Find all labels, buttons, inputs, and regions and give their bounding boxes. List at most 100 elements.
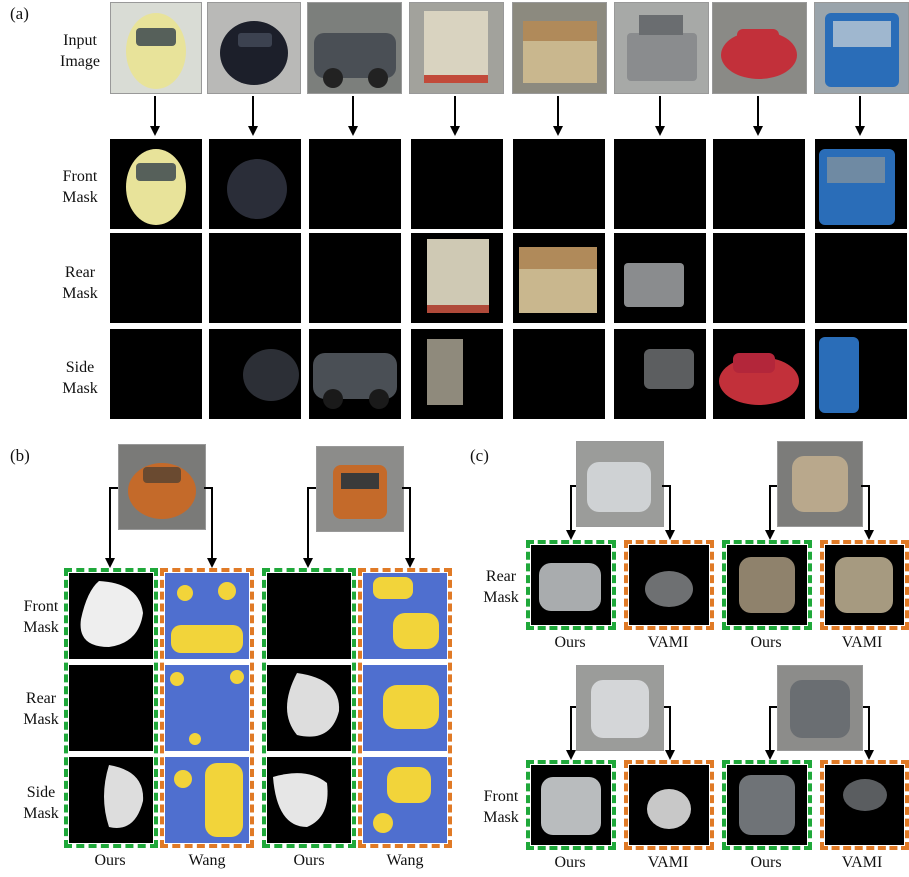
front-mask-4 [411, 139, 503, 229]
b-caption-ours-1: Ours [94, 852, 126, 869]
side-mask-6 [614, 329, 706, 419]
b-row-label-front-mask: Front Mask [6, 596, 76, 638]
b-wang2-rear [363, 665, 447, 751]
input-image-8 [814, 2, 909, 94]
rear-mask-2 [209, 233, 301, 323]
side-mask-7 [713, 329, 805, 419]
c-caption-vami-2: VAMI [841, 634, 883, 651]
row-label-input-image: Input Image [40, 30, 120, 72]
input-image-3 [307, 2, 402, 94]
b-wang1-side [165, 757, 249, 843]
c-row-label-front-mask: Front Mask [466, 786, 536, 828]
c-input-image-4 [777, 665, 863, 751]
row-label-line: Front [62, 168, 98, 185]
row-label-line: Side [26, 784, 56, 801]
c-vami-frame-4 [820, 760, 909, 850]
c-caption-ours-2: Ours [750, 634, 782, 651]
side-mask-4 [411, 329, 503, 419]
row-label-line: Image [60, 53, 100, 70]
row-label-line: Mask [62, 189, 98, 206]
input-image-2 [207, 2, 301, 94]
b-ours1-side [69, 757, 153, 843]
row-label-line: Side [65, 359, 95, 376]
c-caption-vami-4: VAMI [841, 854, 883, 871]
row-label-line: Front [483, 788, 519, 805]
front-mask-5 [513, 139, 605, 229]
c-ours1-rear [531, 545, 611, 625]
c-vami4-front [825, 765, 904, 845]
rear-mask-6 [614, 233, 706, 323]
c-vami-frame-2 [820, 540, 909, 630]
c-input-image-3 [576, 665, 664, 751]
b-wang-frame-2 [358, 568, 452, 848]
row-label-line: Input [63, 32, 97, 49]
b-wang-frame-1 [160, 568, 254, 848]
row-label-side-mask: Side Mask [40, 357, 120, 399]
row-label-line: Front [23, 598, 59, 615]
c-caption-vami-1: VAMI [647, 634, 689, 651]
b-caption-wang-1: Wang [188, 852, 226, 869]
input-image-1 [110, 2, 202, 94]
b-caption-wang-2: Wang [386, 852, 424, 869]
b-row-label-rear-mask: Rear Mask [6, 688, 76, 730]
c-ours3-front [531, 765, 611, 845]
input-image-7 [712, 2, 807, 94]
c-vami-frame-3 [624, 760, 714, 850]
row-label-line: Mask [62, 285, 98, 302]
c-caption-vami-3: VAMI [647, 854, 689, 871]
rear-mask-5 [513, 233, 605, 323]
b-input-image-2 [316, 446, 404, 532]
row-label-line: Mask [483, 589, 519, 606]
row-label-rear-mask: Rear Mask [40, 262, 120, 304]
c-ours-frame-2 [722, 540, 812, 630]
b-caption-ours-2: Ours [293, 852, 325, 869]
c-input-image-1 [576, 441, 664, 527]
row-label-line: Mask [23, 805, 59, 822]
panel-label-b: (b) [10, 446, 30, 465]
c-input-image-2 [777, 441, 863, 527]
front-mask-6 [614, 139, 706, 229]
row-label-line: Rear [25, 690, 57, 707]
rear-mask-3 [309, 233, 401, 323]
b-ours1-rear [69, 665, 153, 751]
input-image-6 [614, 2, 709, 94]
b-ours-frame-2 [262, 568, 356, 848]
panel-label-a: (a) [10, 4, 29, 23]
input-image-5 [512, 2, 607, 94]
c-ours-frame-1 [526, 540, 616, 630]
b-ours2-side [267, 757, 351, 843]
c-ours-frame-3 [526, 760, 616, 850]
c-ours-frame-4 [722, 760, 812, 850]
row-label-line: Mask [23, 711, 59, 728]
row-label-line: Rear [64, 264, 96, 281]
b-ours-frame-1 [64, 568, 158, 848]
front-mask-2 [209, 139, 301, 229]
panel-label-c: (c) [470, 446, 489, 465]
b-split-arrows [105, 487, 415, 568]
front-mask-8 [815, 139, 907, 229]
front-mask-3 [309, 139, 401, 229]
c-row-label-rear-mask: Rear Mask [466, 566, 536, 608]
rear-mask-7 [713, 233, 805, 323]
c-vami2-rear [825, 545, 904, 625]
c-ours2-rear [727, 545, 807, 625]
c-vami-frame-1 [624, 540, 714, 630]
rear-mask-8 [815, 233, 907, 323]
c-caption-ours-3: Ours [554, 854, 586, 871]
row-label-line: Mask [23, 619, 59, 636]
side-mask-8 [815, 329, 907, 419]
c-vami3-front [629, 765, 709, 845]
row-label-line: Mask [62, 380, 98, 397]
rear-mask-1 [110, 233, 202, 323]
input-to-mask-arrows [150, 96, 865, 136]
front-mask-1 [110, 139, 202, 229]
row-label-line: Mask [483, 809, 519, 826]
b-input-image-1 [118, 444, 206, 530]
c-ours4-front [727, 765, 807, 845]
rear-mask-4 [411, 233, 503, 323]
b-wang1-front [165, 573, 249, 659]
row-label-line: Rear [485, 568, 517, 585]
side-mask-2 [209, 329, 301, 419]
input-image-4 [409, 2, 504, 94]
